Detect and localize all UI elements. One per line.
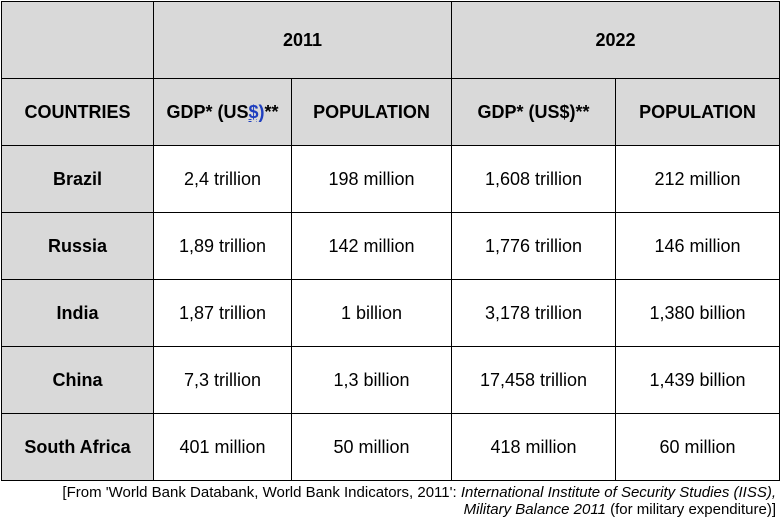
country-cell: Russia (1, 212, 154, 280)
footnote-military-balance-text: Military Balance 2011 (463, 501, 606, 518)
gdp-2022-cell: 418 million (451, 413, 616, 481)
footnote-line-2: Military Balance 2011 (for military expe… (6, 501, 776, 518)
table-row: India 1,87 trillion 1 billion 3,178 tril… (1, 279, 781, 347)
column-header-row: COUNTRIES GDP* (US$)** POPULATION GDP* (… (1, 78, 781, 146)
footnote-line-1: [From 'World Bank Databank, World Bank I… (6, 484, 776, 501)
country-cell: South Africa (1, 413, 154, 481)
population-2011-cell: 1,3 billion (291, 346, 452, 414)
year-2011-header: 2011 (153, 1, 452, 79)
gdp-2022-cell: 17,458 trillion (451, 346, 616, 414)
country-cell: India (1, 279, 154, 347)
year-header-row: 2011 2022 (1, 1, 781, 79)
population-2022-cell: 146 million (614, 212, 781, 280)
gdp-2011-cell: 7,3 trillion (153, 346, 292, 414)
table-row: Russia 1,89 trillion 142 million 1,776 t… (1, 212, 781, 280)
gdp-2022-cell: 1,608 trillion (451, 145, 616, 213)
gdp-2011-cell: 1,87 trillion (153, 279, 292, 347)
source-footnote: [From 'World Bank Databank, World Bank I… (6, 484, 776, 518)
table-row: South Africa 401 million 50 million 418 … (1, 413, 781, 481)
population-2011-cell: 198 million (291, 145, 452, 213)
gdp-2011-cell: 1,89 trillion (153, 212, 292, 280)
gdp-2011-header: GDP* (US$)** (153, 78, 292, 146)
population-2022-header: POPULATION (614, 78, 781, 146)
footnote-expenditure-text: (for military expenditure)] (605, 501, 776, 518)
population-2011-header: POPULATION (291, 78, 452, 146)
gdp-2022-cell: 3,178 trillion (451, 279, 616, 347)
gdp-2011-header-text: GDP* (US (166, 101, 249, 122)
footnote-iiss-text: International Institute of Security Stud… (460, 484, 776, 501)
country-cell: China (1, 346, 154, 414)
footnote-source-text: [From 'World Bank Databank, World Bank I… (62, 484, 461, 501)
corner-cell (1, 1, 154, 79)
population-2011-cell: 50 million (291, 413, 452, 481)
population-2022-cell: 60 million (614, 413, 781, 481)
gdp-2011-header-link[interactable]: $) (248, 101, 265, 122)
gdp-2011-cell: 401 million (153, 413, 292, 481)
table-row: China 7,3 trillion 1,3 billion 17,458 tr… (1, 346, 781, 414)
population-2022-cell: 1,439 billion (614, 346, 781, 414)
gdp-2022-cell: 1,776 trillion (451, 212, 616, 280)
population-2022-cell: 212 million (614, 145, 781, 213)
countries-header: COUNTRIES (1, 78, 154, 146)
table-row: Brazil 2,4 trillion 198 million 1,608 tr… (1, 145, 781, 213)
year-2022-header: 2022 (450, 1, 781, 79)
population-2022-cell: 1,380 billion (614, 279, 781, 347)
gdp-2011-header-tail: ** (264, 101, 279, 122)
gdp-2022-header: GDP* (US$)** (451, 78, 616, 146)
brics-data-table: 2011 2022 COUNTRIES GDP* (US$)** POPULAT… (1, 1, 781, 481)
gdp-2011-cell: 2,4 trillion (153, 145, 292, 213)
population-2011-cell: 1 billion (291, 279, 452, 347)
population-2011-cell: 142 million (291, 212, 452, 280)
country-cell: Brazil (1, 145, 154, 213)
